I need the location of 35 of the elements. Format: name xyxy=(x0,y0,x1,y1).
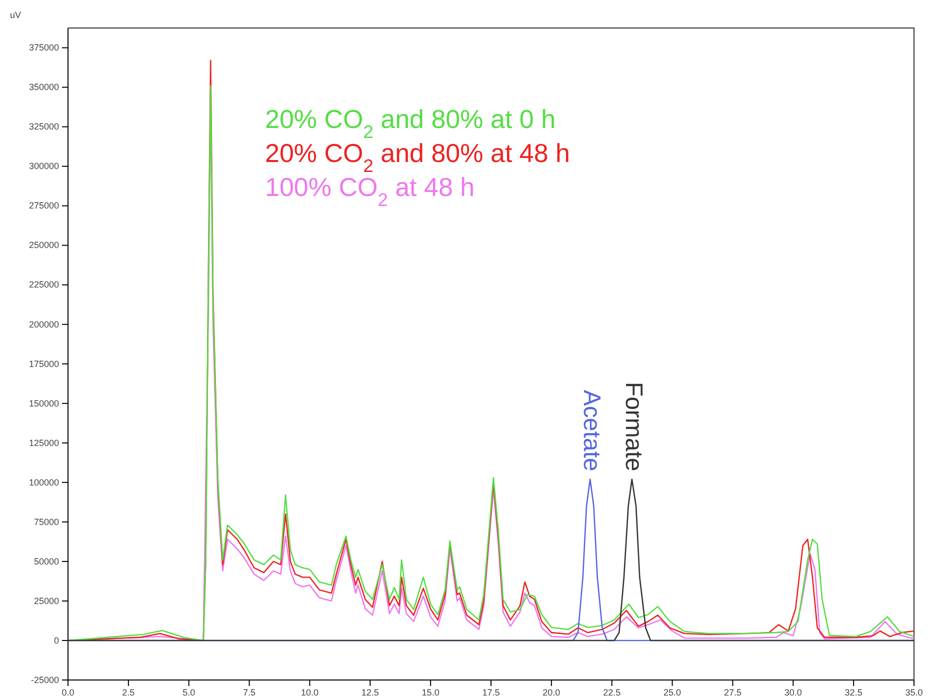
x-tick-label: 17.5 xyxy=(482,687,500,698)
x-tick-label: 30.0 xyxy=(784,687,802,698)
y-tick-label: 75000 xyxy=(34,516,59,527)
y-tick-label: 175000 xyxy=(28,358,59,369)
y-tick-label: 225000 xyxy=(28,280,59,290)
x-tick-label: 5.0 xyxy=(182,687,196,698)
y-tick-label: 200000 xyxy=(28,319,59,330)
x-tick-label: 10.0 xyxy=(300,687,318,698)
annotation: Formate xyxy=(620,382,647,472)
y-tick-label: 300000 xyxy=(28,161,59,172)
x-tick-label: 32.5 xyxy=(844,687,862,698)
y-tick-label: 100000 xyxy=(28,477,59,488)
x-tick-label: 35.0 xyxy=(905,687,923,698)
y-tick-label: 250000 xyxy=(28,240,59,250)
x-tick-label: 2.5 xyxy=(122,687,135,698)
y-tick-label: 275000 xyxy=(28,200,59,211)
y-tick-label: 325000 xyxy=(28,122,59,132)
x-tick-label: 0.0 xyxy=(62,687,74,698)
y-tick-label: 350000 xyxy=(28,82,59,92)
y-tick-label: 375000 xyxy=(28,42,59,53)
y-tick-label: 25000 xyxy=(34,596,59,606)
x-tick-label: 27.5 xyxy=(724,687,742,698)
y-tick-label: 0 xyxy=(54,635,59,646)
y-tick-label: 150000 xyxy=(28,398,59,408)
x-tick-label: 22.5 xyxy=(603,687,621,698)
x-tick-label: 7.5 xyxy=(243,687,256,698)
x-tick-label: 12.5 xyxy=(361,687,379,698)
y-axis-title: uV xyxy=(10,10,22,20)
x-tick-label: 20.0 xyxy=(542,687,560,698)
x-tick-label: 15.0 xyxy=(422,687,440,698)
y-tick-label: -25000 xyxy=(30,674,59,685)
y-tick-label: 125000 xyxy=(28,438,59,448)
annotation: Acetate xyxy=(578,390,605,472)
x-tick-label: 25.0 xyxy=(664,687,682,698)
y-tick-label: 50000 xyxy=(34,556,59,566)
